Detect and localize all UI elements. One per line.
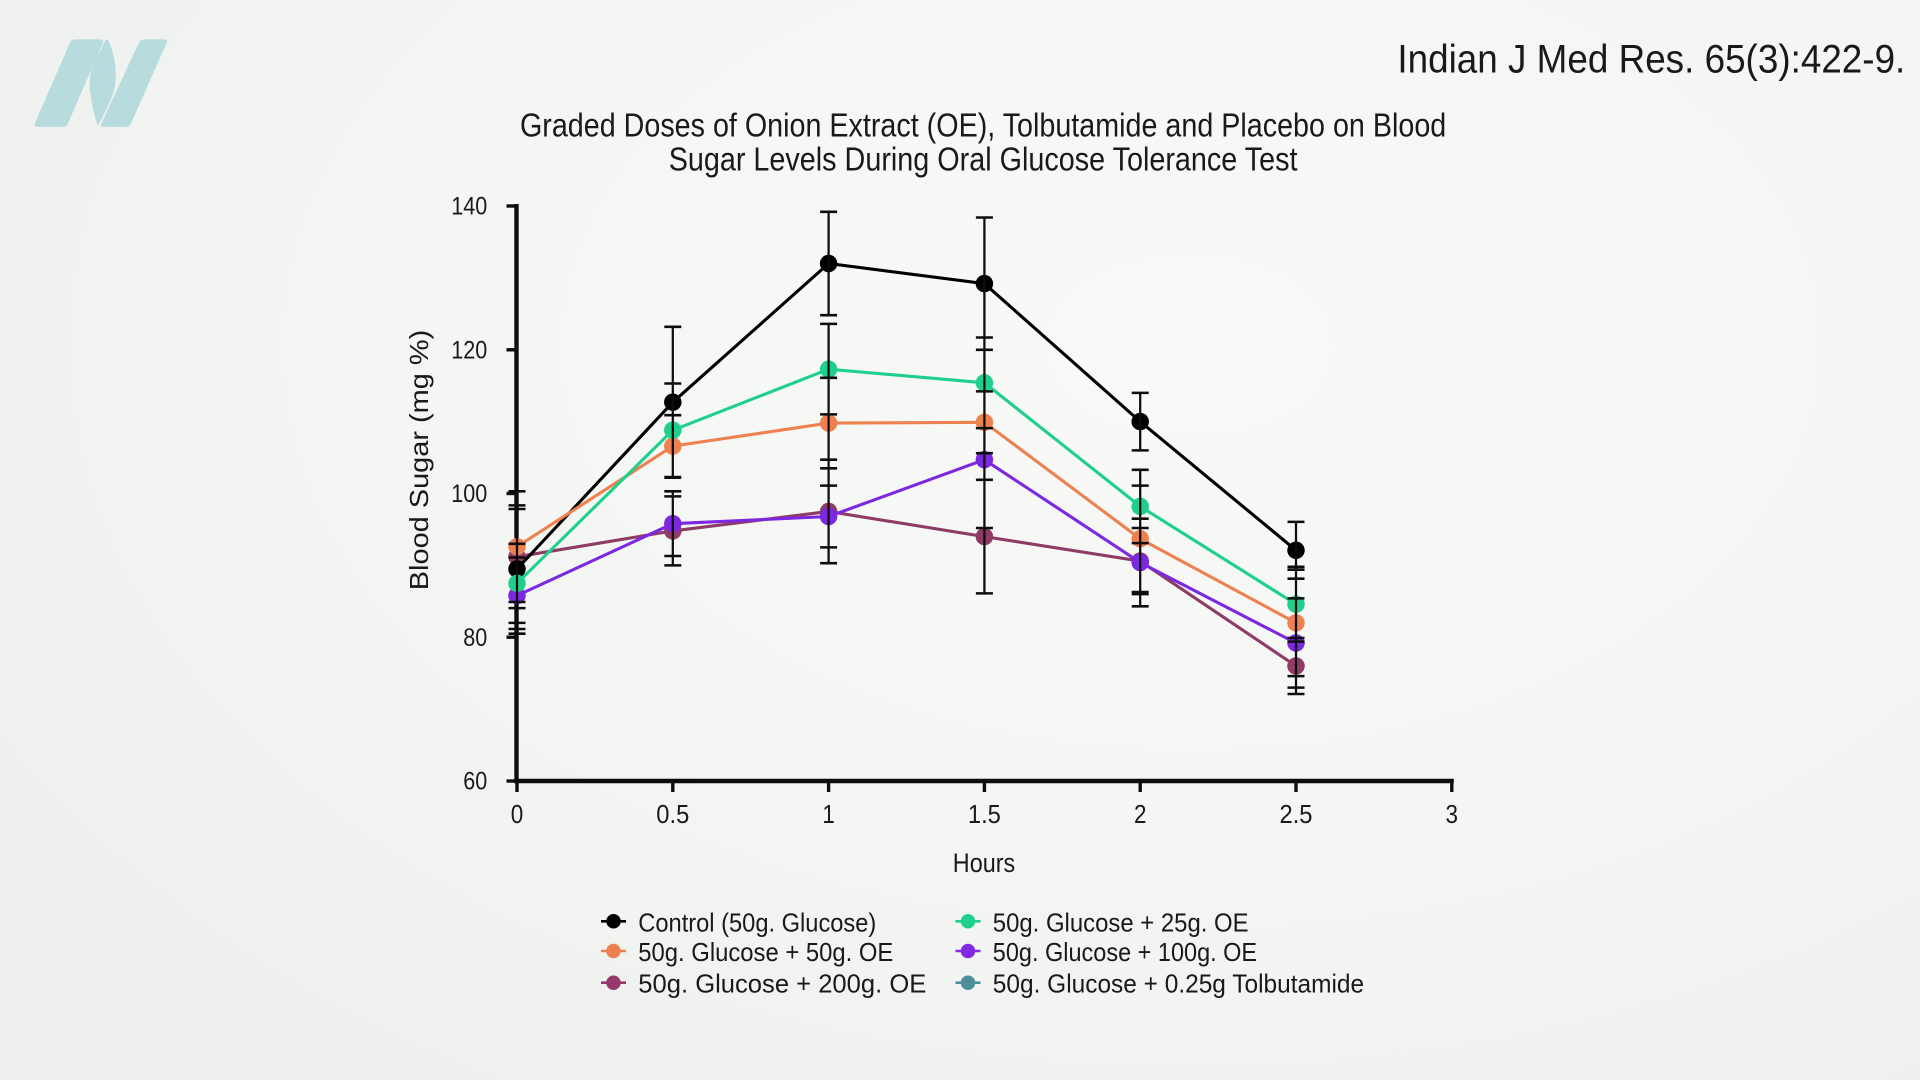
- svg-text:50g. Glucose + 25g. OE: 50g. Glucose + 25g. OE: [993, 907, 1249, 937]
- svg-text:Hours: Hours: [953, 848, 1015, 878]
- svg-text:Blood Sugar (mg %): Blood Sugar (mg %): [404, 330, 434, 591]
- svg-text:2.5: 2.5: [1280, 799, 1313, 829]
- svg-text:Graded Doses of Onion Extract: Graded Doses of Onion Extract (OE), Tolb…: [520, 108, 1446, 145]
- svg-text:0.5: 0.5: [656, 799, 689, 829]
- svg-text:Sugar Levels During Oral Gluco: Sugar Levels During Oral Glucose Toleran…: [669, 142, 1298, 179]
- svg-text:0: 0: [511, 799, 524, 829]
- svg-text:2: 2: [1134, 799, 1147, 829]
- svg-text:50g. Glucose + 200g. OE: 50g. Glucose + 200g. OE: [638, 969, 926, 999]
- svg-text:140: 140: [451, 193, 487, 221]
- svg-text:50g. Glucose + 0.25g Tolbutami: 50g. Glucose + 0.25g Tolbutamide: [993, 969, 1364, 999]
- svg-text:50g. Glucose + 50g. OE: 50g. Glucose + 50g. OE: [638, 937, 893, 967]
- svg-text:100: 100: [451, 480, 487, 508]
- svg-text:60: 60: [463, 768, 487, 796]
- svg-text:3: 3: [1446, 799, 1459, 829]
- svg-text:1.5: 1.5: [968, 799, 1001, 829]
- svg-text:50g. Glucose + 100g. OE: 50g. Glucose + 100g. OE: [993, 937, 1257, 967]
- svg-text:80: 80: [463, 624, 487, 652]
- svg-text:Indian J Med Res. 65(3):422-9.: Indian J Med Res. 65(3):422-9.: [1397, 38, 1905, 82]
- svg-text:Control (50g. Glucose): Control (50g. Glucose): [638, 907, 876, 937]
- svg-text:120: 120: [451, 337, 487, 365]
- svg-text:1: 1: [822, 799, 835, 829]
